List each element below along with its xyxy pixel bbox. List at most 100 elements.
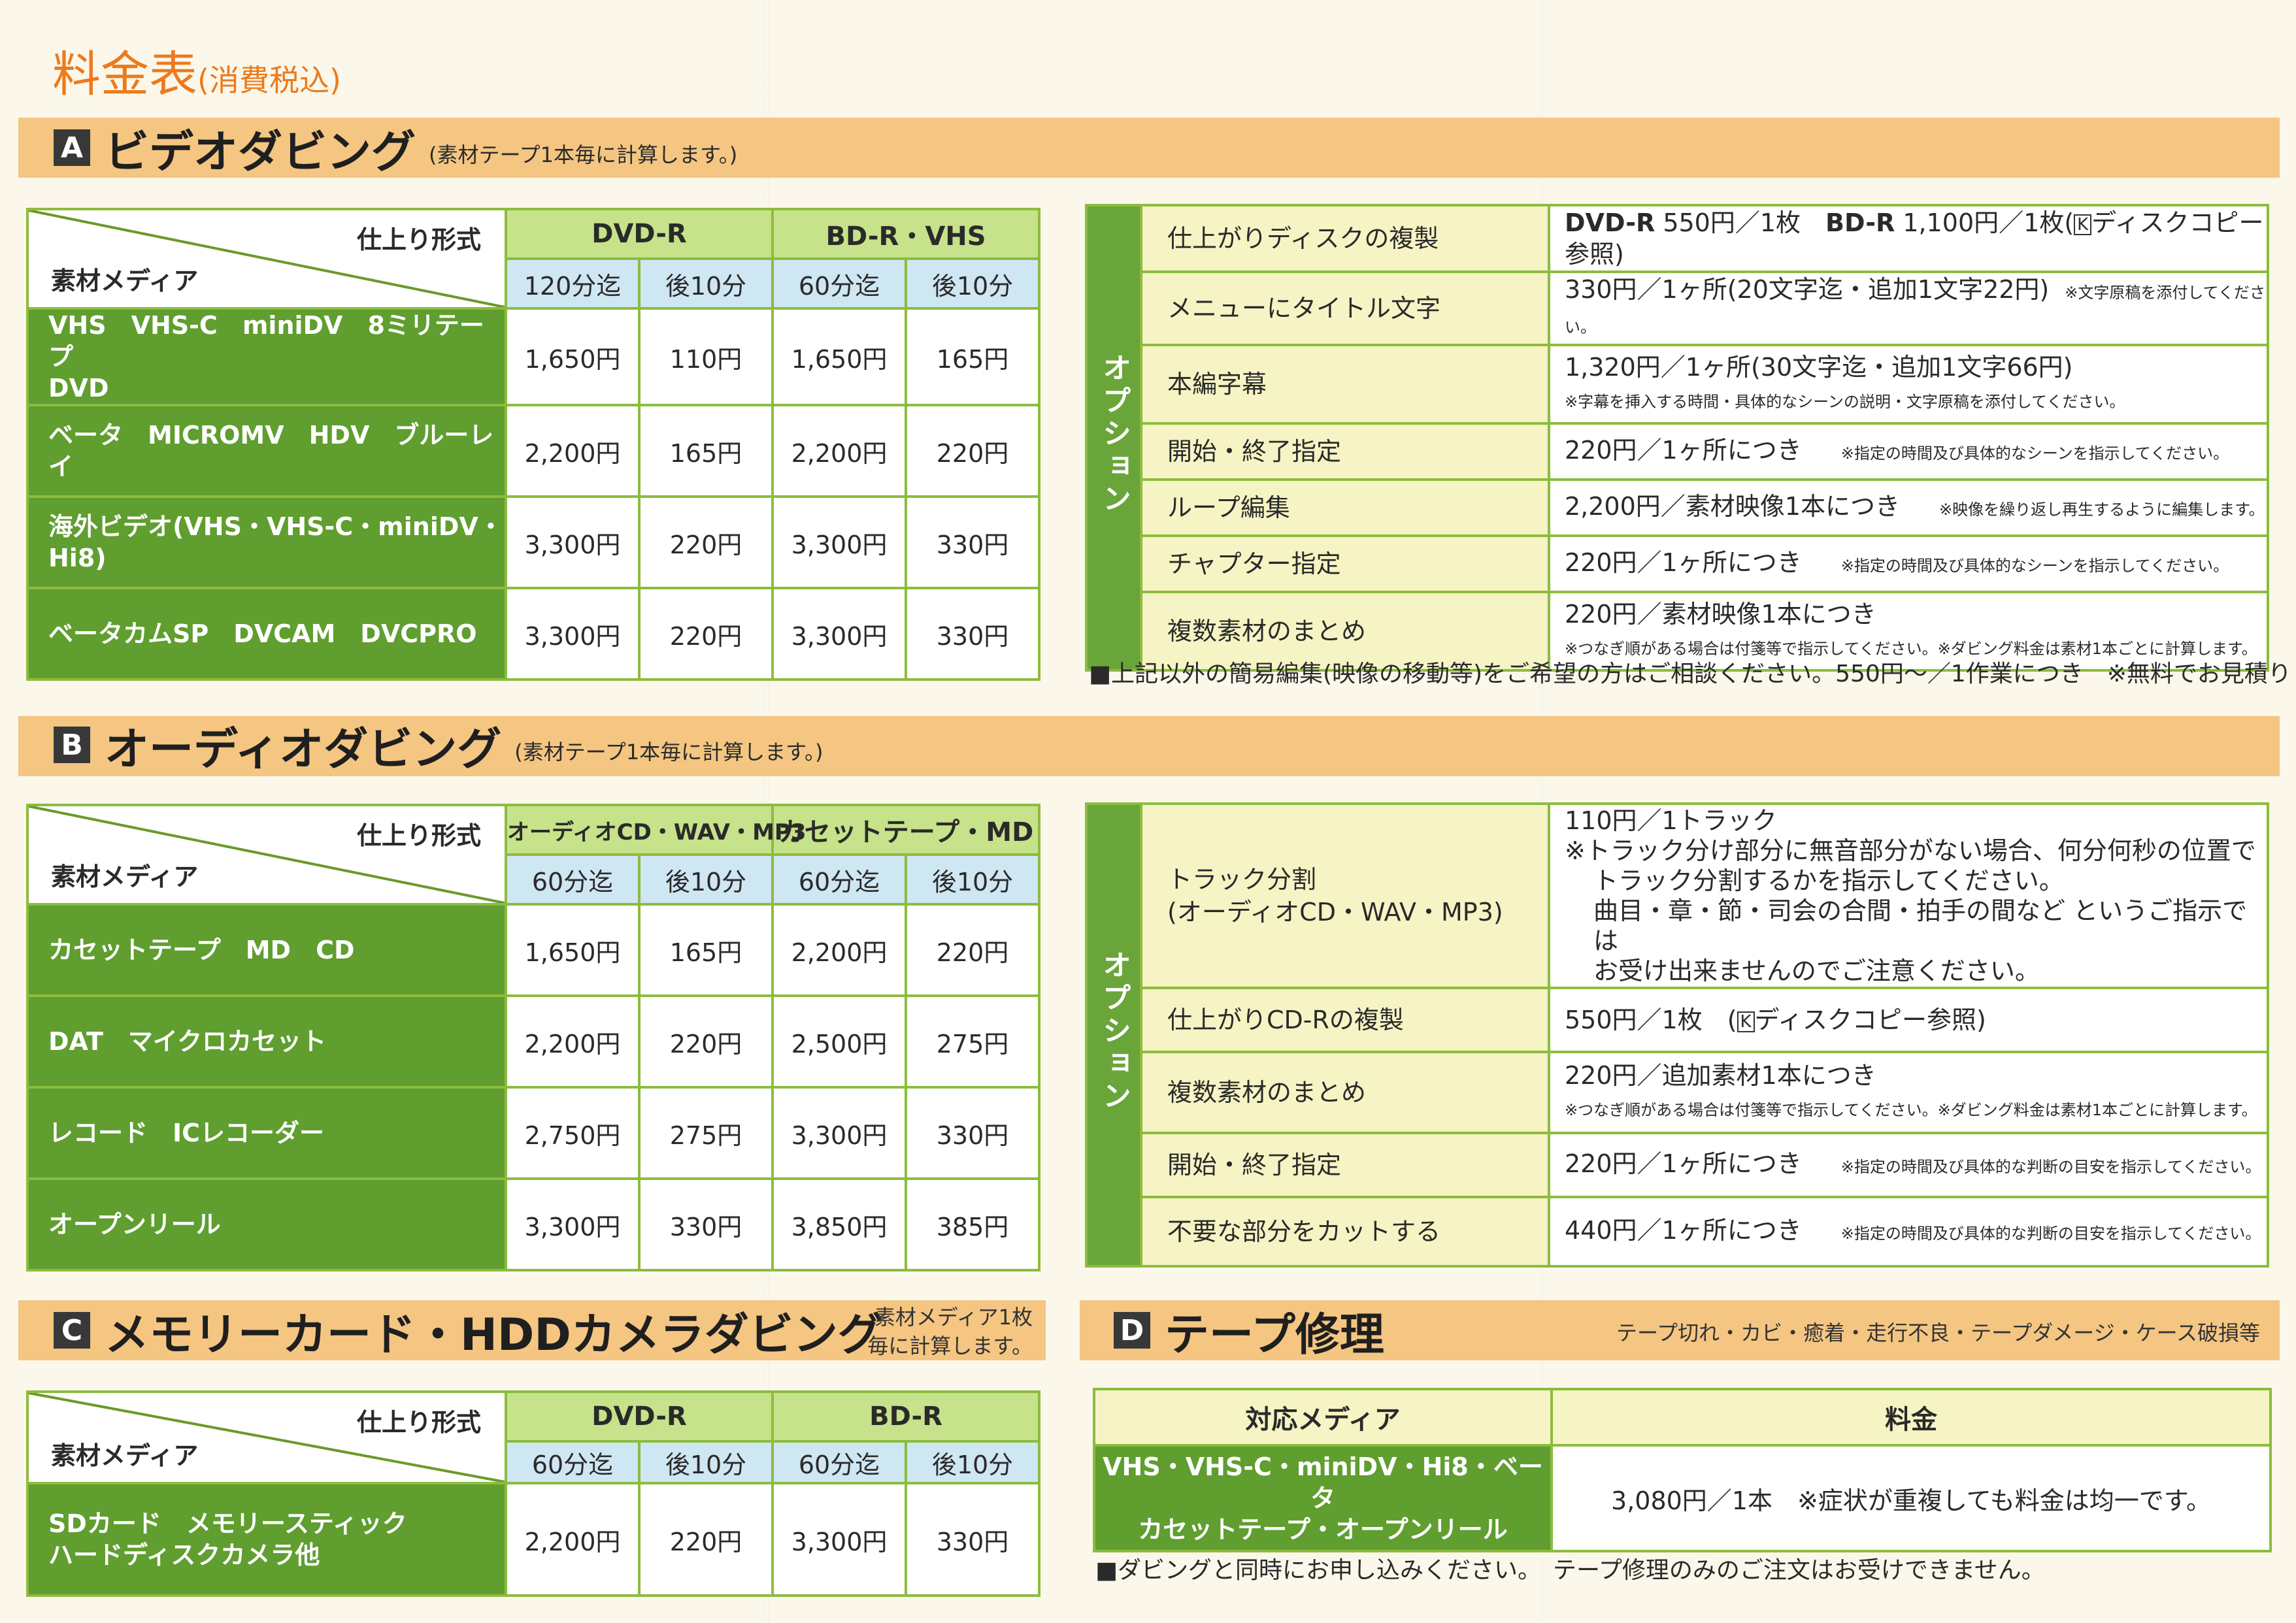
option-price: 440円／1ヶ所につき: [1565, 1215, 1802, 1245]
media-cell: SDカード メモリースティック ハードディスクカメラ他: [26, 1482, 507, 1597]
option-note: ※指定の時間及び具体的なシーンを指示してください。: [1840, 556, 2229, 575]
option-value: 550円／1枚 (K ディスクコピー参照): [1548, 987, 2269, 1053]
section-b-heading: B オーディオダビング (素材テープ1本毎に計算します。): [54, 721, 824, 776]
price-cell: 385円: [904, 1177, 1041, 1271]
media-line: SDカード メモリースティック: [48, 1509, 407, 1538]
column-subheader: 後10分: [637, 1440, 774, 1484]
option-name: 複数素材のまとめ: [1140, 591, 1550, 672]
table-row: ベータカムSP DVCAM DVCPRO 3,300円 220円 3,300円 …: [26, 587, 1041, 681]
option-name: トラック分割 (オーディオCD・WAV・MP3): [1140, 802, 1550, 989]
price-cell: 2,500円: [771, 994, 907, 1089]
option-note-line: 曲目・章・節・司会の合間・拍手の間など というご指示では: [1593, 896, 2248, 955]
price-cell: 2,200円: [505, 404, 641, 498]
section-c-title: メモリーカード・HDDカメラダビング: [105, 1309, 882, 1361]
spec-label: 仕上り形式: [356, 821, 481, 850]
section-c-letter: C: [54, 1312, 90, 1349]
price-cell: 220円: [637, 495, 774, 589]
option-note-line: お受け出来ませんのでご注意ください。: [1593, 957, 2040, 985]
option-name: 開始・終了指定: [1140, 422, 1550, 481]
media-cell: ベータ MICROMV HDV ブルーレイ: [26, 404, 507, 498]
audio-dubbing-table: 仕上り形式 素材メディア オーディオCD・WAV・MP3 カセットテープ・MD …: [26, 804, 1041, 1271]
price-cell: 330円: [905, 587, 1041, 681]
column-subheader: 60分迄: [771, 853, 907, 906]
option-name: 本編字幕: [1140, 344, 1550, 425]
option-row: チャプター指定 220円／1ヶ所につき ※指定の時間及び具体的なシーンを指示してく…: [1086, 534, 2269, 593]
media-line: カセットテープ・オープンリール: [1138, 1515, 1508, 1544]
option-row: 不要な部分をカットする 440円／1ヶ所につき ※指定の時間及び具体的な判断の目安…: [1086, 1196, 2269, 1268]
price-cell: 2,200円: [505, 994, 641, 1089]
option-name-line: トラック分割: [1167, 865, 1317, 894]
price-cell: 220円: [637, 587, 774, 681]
audio-options-table: オプション トラック分割 (オーディオCD・WAV・MP3) 110円／1トラック…: [1085, 802, 2269, 1268]
media-cell: DAT マイクロカセット: [26, 994, 507, 1089]
column-subheader: 60分迄: [505, 853, 641, 906]
option-price: 220円／追加素材1本につき: [1565, 1060, 1876, 1090]
k-mark-icon: K: [2074, 214, 2092, 235]
column-subheader: 後10分: [637, 257, 774, 310]
k-mark-icon: K: [1737, 1011, 1755, 1032]
price-cell: 3,300円: [505, 495, 641, 589]
column-subheader: 後10分: [904, 853, 1041, 906]
price-text: 1,100円／1枚(: [1895, 208, 2074, 237]
media-label: 素材メディア: [51, 862, 199, 891]
section-d-title: テープ修理: [1165, 1309, 1384, 1361]
section-d-heading: D テープ修理: [1114, 1307, 1384, 1361]
section-a-footnote: ■上記以外の簡易編集(映像の移動等)をご希望の方はご相談ください。550円～／1…: [1089, 661, 2296, 687]
options-label: オプション: [1085, 204, 1142, 672]
section-a-band: [18, 118, 2280, 178]
section-d-band: [1080, 1300, 2280, 1360]
column-subheader: 後10分: [905, 257, 1041, 310]
option-row: メニューにタイトル文字 330円／1ヶ所(20文字迄・追加1文字22円) ※文字原…: [1086, 270, 2269, 346]
option-price: 220円／1ヶ所につき: [1565, 1149, 1802, 1178]
option-value: DVD-R 550円／1枚 BD-R 1,100円／1枚(K ディスクコピー参照): [1548, 204, 2269, 273]
option-value: 2,200円／素材映像1本につき ※映像を繰り返し再生するように編集します。: [1548, 478, 2269, 537]
option-name: 複数素材のまとめ: [1140, 1051, 1550, 1134]
option-value: 220円／1ヶ所につき ※指定の時間及び具体的なシーンを指示してください。: [1548, 422, 2269, 481]
tape-repair-table: 対応メディア 料金 VHS・VHS-C・miniDV・Hi8・ベータ カセットテー…: [1093, 1388, 2272, 1552]
section-a-note: (素材テープ1本毎に計算します。): [429, 142, 738, 167]
option-name: 不要な部分をカットする: [1140, 1196, 1550, 1268]
option-name: 開始・終了指定: [1140, 1132, 1550, 1198]
price-cell: 110円: [637, 307, 774, 406]
price-cell: 2,200円: [771, 404, 908, 498]
option-row: オプション トラック分割 (オーディオCD・WAV・MP3) 110円／1トラック…: [1085, 802, 2269, 1268]
price-text: 550円／1枚: [1655, 208, 1826, 237]
option-price: 220円／1ヶ所につき: [1565, 548, 1802, 577]
section-a-letter: A: [54, 129, 90, 166]
table-corner-cell: 仕上り形式 素材メディア: [26, 804, 507, 906]
price-cell: 3,300円: [771, 1482, 908, 1597]
media-cell: カセットテープ MD CD: [26, 903, 507, 997]
video-options-table: オプション 仕上がりディスクの複製 DVD-R 550円／1枚 BD-R 1,1…: [1085, 204, 2269, 672]
media-cell: 海外ビデオ(VHS・VHS-C・miniDV・Hi8): [26, 495, 507, 589]
section-a-title: ビデオダビング: [105, 126, 416, 178]
media-line: VHS・VHS-C・miniDV・Hi8・ベータ: [1103, 1452, 1543, 1513]
options-label-text: オプション: [1097, 949, 1131, 1113]
media-label: 素材メディア: [51, 267, 199, 295]
page-title-sub: (消費税込): [197, 63, 341, 98]
table-row: 海外ビデオ(VHS・VHS-C・miniDV・Hi8) 3,300円 220円 …: [26, 495, 1041, 589]
section-b-note: (素材テープ1本毎に計算します。): [514, 740, 824, 764]
section-a-heading: A ビデオダビング (素材テープ1本毎に計算します。): [54, 124, 738, 178]
price-cell: 220円: [904, 903, 1041, 997]
table-row: レコード ICレコーダー 2,750円 275円 3,300円 330円: [26, 1086, 1041, 1180]
section-c-heading: C メモリーカード・HDDカメラダビング: [54, 1307, 882, 1361]
price-cell: 2,750円: [505, 1086, 641, 1180]
section-c-note-line: 素材メディア1枚: [874, 1305, 1033, 1330]
memory-card-dubbing-table: 仕上り形式 素材メディア DVD-R BD-R 60分迄 後10分 60分迄 後…: [26, 1390, 1041, 1597]
option-note-line: トラック分割するかを指示してください。: [1593, 866, 2064, 895]
column-group-header: オーディオCD・WAV・MP3: [505, 804, 807, 856]
option-note: ※映像を繰り返し再生するように編集します。: [1938, 500, 2265, 519]
options-label: オプション: [1085, 802, 1142, 1268]
option-value: 330円／1ヶ所(20文字迄・追加1文字22円) ※文字原稿を添付してください。: [1548, 270, 2269, 346]
ref-text: ディスクコピー参照): [1754, 1006, 1986, 1034]
option-note: ※つなぎ順がある場合は付箋等で指示してください。※ダビング料金は素材1本ごとに計…: [1565, 1100, 2257, 1119]
option-name: 仕上がりCD-Rの複製: [1140, 987, 1550, 1053]
section-c-note: 素材メディア1枚 毎に計算します。: [843, 1303, 1033, 1360]
media-cell: ベータカムSP DVCAM DVCPRO: [26, 587, 507, 681]
media-cell: オープンリール: [26, 1177, 507, 1271]
price-cell: 1,650円: [505, 307, 641, 406]
price-cell: 330円: [638, 1177, 774, 1271]
option-price: 110円／1トラック: [1565, 806, 1777, 835]
price-cell: 2,200円: [505, 1482, 641, 1597]
option-value: 220円／追加素材1本につき ※つなぎ順がある場合は付箋等で指示してください。※ダ…: [1548, 1051, 2269, 1134]
